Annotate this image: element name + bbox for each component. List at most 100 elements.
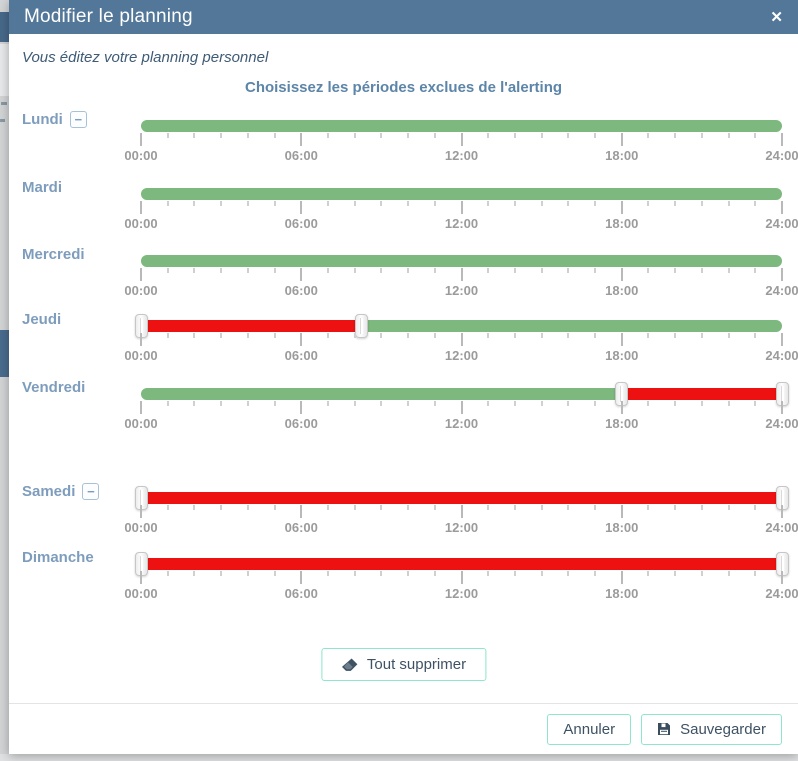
minor-tick [487,401,490,406]
slider-handle[interactable] [615,382,629,406]
tick-label: 24:00 [765,148,798,163]
minor-tick [594,333,597,338]
day-label: Mercredi [22,246,85,263]
day-row-lundi: Lundi − 00:00 06:00 12:00 18:00 24:00 [9,111,798,168]
minor-tick [166,133,169,138]
tick-label: 18:00 [605,216,639,231]
minor-tick [567,133,570,138]
slider-track[interactable] [141,255,782,267]
minor-tick [674,133,677,138]
minor-tick [674,505,677,510]
remove-day-icon[interactable]: − [69,111,87,128]
major-tick [620,401,623,414]
minor-tick [487,333,490,338]
slider-handle[interactable] [134,552,148,576]
time-range-slider: 00:00 06:00 12:00 18:00 24:00 [124,552,798,604]
major-tick [460,133,463,146]
slider-segment-excluded [621,388,782,400]
minor-tick [647,201,650,206]
day-name: Mercredi [22,246,85,263]
background-fragment [0,119,5,122]
minor-tick [326,268,329,273]
cancel-button[interactable]: Annuler [547,713,632,745]
minor-tick [487,201,490,206]
minor-tick [540,505,543,510]
minor-tick [540,133,543,138]
minor-tick [700,401,703,406]
tick-label: 00:00 [124,520,158,535]
tick-labels: 00:00 06:00 12:00 18:00 24:00 [124,520,798,535]
minor-tick [647,133,650,138]
major-tick [620,201,623,214]
remove-day-icon[interactable]: − [82,483,100,500]
minor-tick [380,401,383,406]
minor-tick [754,401,757,406]
slider-segment-excluded [141,558,782,570]
minor-tick [353,333,356,338]
minor-tick [567,505,570,510]
tick-label: 06:00 [284,520,318,535]
slider-track[interactable] [134,314,782,338]
minor-tick [380,133,383,138]
minor-tick [567,571,570,576]
minor-tick [700,505,703,510]
slider-track[interactable] [141,382,789,406]
slider-handle[interactable] [775,382,789,406]
tick-label: 00:00 [124,283,158,298]
tick-labels: 00:00 06:00 12:00 18:00 24:00 [124,348,798,363]
slider-track[interactable] [141,188,782,200]
minor-tick [594,201,597,206]
major-tick [300,268,303,281]
minor-tick [647,333,650,338]
minor-tick [540,268,543,273]
minor-tick [513,401,516,406]
minor-tick [380,333,383,338]
slider-handle[interactable] [134,486,148,510]
slider-ticks [140,401,783,415]
day-row-jeudi: Jeudi 00:00 06:00 12:00 18:00 24:00 [9,311,798,368]
time-range-slider: 00:00 06:00 12:00 18:00 24:00 [124,382,798,434]
minor-tick [647,268,650,273]
tick-label: 18:00 [605,586,639,601]
minor-tick [754,133,757,138]
tick-labels: 00:00 06:00 12:00 18:00 24:00 [124,216,798,231]
major-tick [300,133,303,146]
minor-tick [166,201,169,206]
save-label: Sauvegarder [680,720,766,738]
minor-tick [727,571,730,576]
minor-tick [326,201,329,206]
minor-tick [433,333,436,338]
minor-tick [246,201,249,206]
major-tick [781,133,783,146]
minor-tick [166,333,169,338]
minor-tick [166,268,169,273]
slider-handle[interactable] [134,314,148,338]
minor-tick [727,333,730,338]
background-fragment [0,44,9,96]
minor-tick [433,201,436,206]
tick-label: 12:00 [444,348,479,363]
minor-tick [246,505,249,510]
slider-track[interactable] [134,486,789,510]
slider-track[interactable] [134,552,789,576]
tick-label: 12:00 [444,520,479,535]
slider-segment-included [141,120,782,132]
minor-tick [273,505,276,510]
slider-ticks [140,571,783,585]
slider-handle[interactable] [355,314,368,338]
slider-track[interactable] [141,120,782,132]
save-button[interactable]: Sauvegarder [641,713,782,745]
tick-label: 18:00 [605,283,639,298]
minor-tick [193,333,196,338]
minor-tick [380,201,383,206]
minor-tick [246,133,249,138]
minor-tick [594,133,597,138]
minor-tick [433,133,436,138]
minor-tick [513,201,516,206]
section-title: Choisissez les périodes exclues de l'ale… [244,79,563,96]
close-icon[interactable]: ✕ [770,8,783,26]
major-tick [460,571,463,584]
clear-all-button[interactable]: Tout supprimer [320,648,487,681]
minor-tick [407,571,410,576]
minor-tick [273,571,276,576]
